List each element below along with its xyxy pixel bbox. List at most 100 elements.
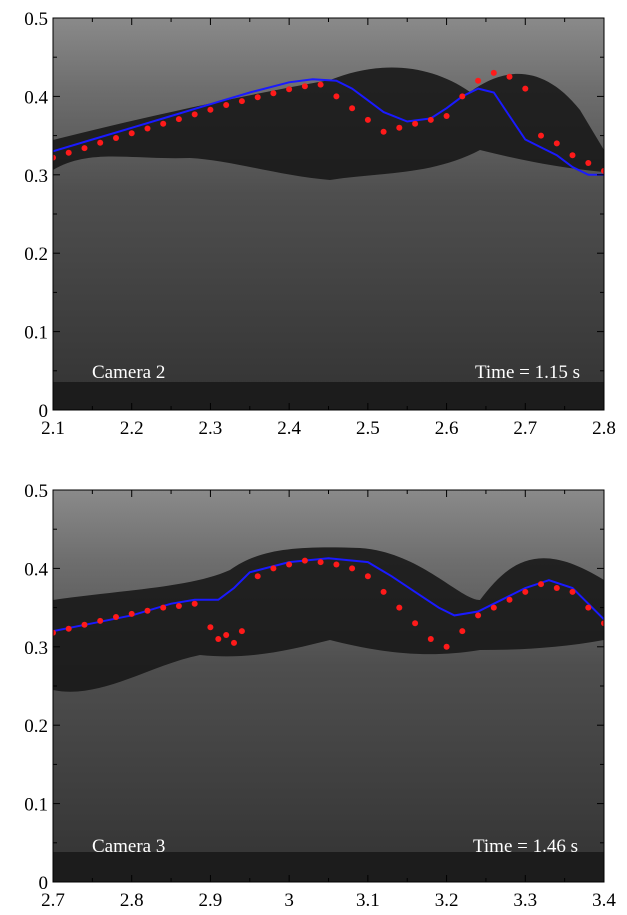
y-tick-label: 0.2 bbox=[24, 244, 48, 265]
data-point bbox=[128, 610, 135, 617]
x-tick-label: 2.8 bbox=[120, 890, 144, 911]
data-point bbox=[207, 624, 214, 631]
data-point bbox=[585, 160, 592, 166]
data-point bbox=[223, 102, 230, 108]
x-tick-label: 2.1 bbox=[41, 418, 65, 439]
data-point bbox=[490, 604, 497, 611]
y-tick-label: 0.3 bbox=[24, 638, 48, 659]
data-point bbox=[538, 581, 544, 588]
y-tick-label: 0.1 bbox=[24, 795, 48, 816]
x-tick-label: 3.3 bbox=[513, 890, 537, 911]
data-point bbox=[175, 116, 182, 123]
y-tick-label: 0.1 bbox=[24, 323, 48, 344]
data-point bbox=[380, 128, 387, 135]
x-tick-label: 2.4 bbox=[277, 418, 301, 439]
y-tick-label: 0.2 bbox=[24, 716, 48, 737]
y-tick-label: 0 bbox=[39, 401, 49, 422]
data-point bbox=[553, 585, 560, 591]
data-point bbox=[301, 83, 308, 90]
data-point bbox=[396, 124, 403, 131]
data-point bbox=[286, 86, 293, 93]
x-tick-label: 2.6 bbox=[435, 418, 459, 439]
data-point bbox=[113, 614, 119, 620]
data-point bbox=[349, 105, 356, 112]
y-tick-label: 0.5 bbox=[24, 9, 48, 30]
data-point bbox=[254, 94, 261, 101]
data-point bbox=[475, 77, 482, 84]
floor-band bbox=[53, 382, 604, 410]
data-point bbox=[53, 629, 56, 636]
data-point bbox=[81, 621, 88, 628]
camera-label: Camera 3 bbox=[92, 836, 165, 857]
y-tick-label: 0.4 bbox=[24, 559, 48, 580]
x-tick-label: 2.8 bbox=[592, 418, 616, 439]
data-point bbox=[522, 588, 529, 595]
y-tick-label: 0.3 bbox=[24, 166, 48, 187]
data-point bbox=[317, 559, 324, 566]
x-tick-label: 2.7 bbox=[41, 890, 65, 911]
data-point bbox=[97, 617, 104, 624]
data-point bbox=[506, 596, 513, 603]
data-point bbox=[97, 139, 104, 146]
free-surface-line bbox=[53, 557, 604, 633]
data-point bbox=[569, 588, 576, 595]
x-tick-label: 3.2 bbox=[435, 890, 459, 911]
panel-camera-3: 2.7 2.8 2.9 3 3.1 3.2 3.3 3.4 00.10.20.30.40.5 … bbox=[24, 481, 616, 911]
data-point bbox=[333, 93, 340, 100]
data-point bbox=[65, 625, 72, 632]
x-tick-label: 2.3 bbox=[199, 418, 223, 439]
y-tick-label: 0 bbox=[39, 873, 49, 894]
data-point bbox=[380, 588, 387, 595]
data-point bbox=[364, 573, 371, 580]
x-tick-label: 2.2 bbox=[120, 418, 144, 439]
data-point bbox=[412, 620, 419, 627]
data-point bbox=[427, 636, 434, 642]
data-point bbox=[443, 113, 450, 119]
data-point bbox=[475, 612, 482, 619]
data-point bbox=[53, 154, 56, 161]
x-tick-label: 2.7 bbox=[513, 418, 537, 439]
data-point bbox=[349, 565, 356, 572]
x-tick-label: 2.5 bbox=[356, 418, 380, 439]
x-tick-label: 2.9 bbox=[199, 890, 223, 911]
data-point bbox=[301, 557, 308, 564]
floor-band bbox=[53, 852, 604, 882]
x-tick-label: 3.1 bbox=[356, 890, 380, 911]
data-point bbox=[601, 620, 604, 627]
data-point bbox=[553, 140, 560, 147]
data-point bbox=[160, 604, 167, 611]
data-point bbox=[286, 561, 293, 568]
data-point bbox=[254, 573, 261, 580]
data-point bbox=[333, 561, 340, 568]
data-point bbox=[191, 600, 198, 607]
data-point bbox=[459, 93, 466, 100]
data-point bbox=[317, 81, 324, 88]
data-point bbox=[601, 167, 604, 174]
data-point bbox=[144, 607, 151, 614]
data-point bbox=[223, 632, 230, 638]
data-point bbox=[238, 98, 245, 105]
data-point bbox=[522, 85, 529, 92]
free-surface-line bbox=[53, 78, 604, 176]
data-point bbox=[207, 106, 214, 113]
data-point bbox=[364, 116, 371, 123]
time-label: Time = 1.15 s bbox=[475, 362, 580, 383]
wave-shadow bbox=[53, 547, 604, 692]
data-point bbox=[231, 639, 237, 646]
data-point bbox=[459, 628, 466, 635]
y-tick-label: 0.4 bbox=[24, 87, 48, 108]
y-tick-label: 0.5 bbox=[24, 481, 48, 502]
data-point bbox=[427, 116, 434, 123]
time-label: Time = 1.46 s bbox=[473, 836, 578, 857]
data-point bbox=[191, 111, 198, 118]
data-point bbox=[443, 643, 450, 650]
data-point bbox=[113, 135, 119, 141]
data-point bbox=[175, 603, 182, 609]
data-point bbox=[270, 90, 277, 97]
data-point bbox=[412, 120, 419, 127]
data-point bbox=[506, 73, 513, 80]
panel-camera-2: 2.1 2.2 2.3 2.4 2.5 2.6 2.7 2.8 0 0.1 0.2 0.3 0.4 0.… bbox=[24, 9, 616, 439]
data-point bbox=[65, 149, 72, 156]
data-point bbox=[238, 628, 245, 635]
